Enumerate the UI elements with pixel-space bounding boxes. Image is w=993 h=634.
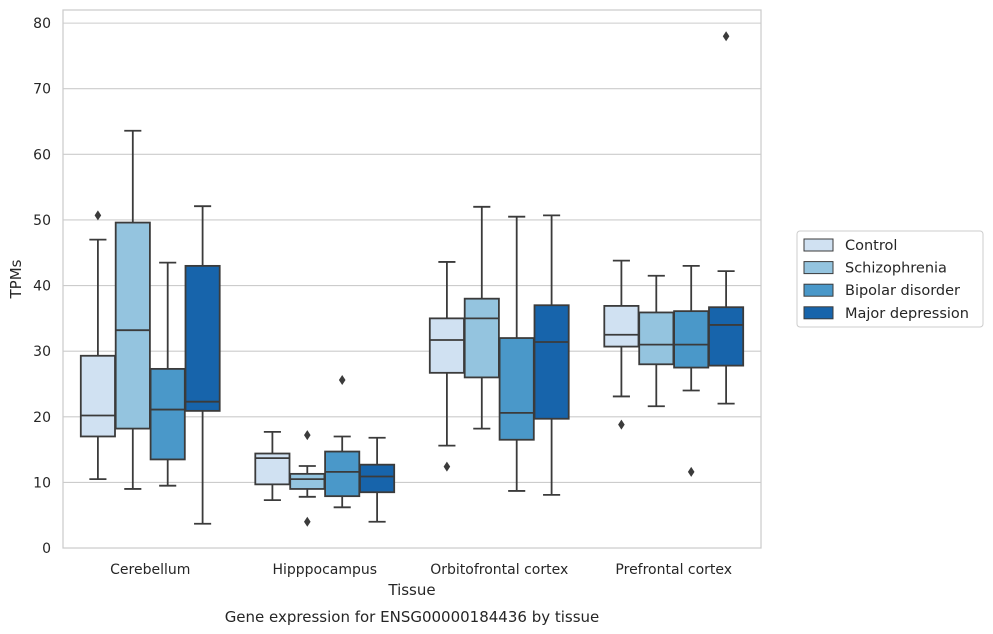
legend-swatch: [803, 261, 834, 275]
box-iqr: [428, 317, 465, 374]
box-iqr: [149, 367, 186, 461]
box-schizophrenia: [289, 430, 326, 527]
box-iqr: [79, 354, 116, 438]
legend-swatch: [803, 238, 834, 252]
box-iqr: [708, 306, 745, 367]
box-major-depression: [708, 31, 745, 405]
box-bipolar-disorder: [673, 264, 710, 477]
box-bipolar-disorder: [149, 261, 186, 487]
outlier-point: [304, 516, 311, 527]
y-tick-label: 80: [33, 16, 51, 32]
box-iqr: [603, 304, 640, 348]
box-major-depression: [533, 214, 570, 496]
box-schizophrenia: [114, 129, 151, 490]
x-tick-label: Prefrontal cortex: [615, 562, 732, 578]
y-tick-label: 10: [33, 475, 51, 491]
legend-label: Bipolar disorder: [845, 283, 960, 299]
legend: Control Schizophrenia Bipolar disorder Majo…: [796, 230, 984, 328]
box-schizophrenia: [638, 274, 675, 408]
legend-swatch: [803, 283, 834, 297]
x-tick-labels: Cerebellum Hipppocampus Orbitofrontal cort…: [110, 562, 732, 578]
box-iqr: [673, 310, 710, 369]
plot-frame: [62, 9, 762, 549]
outlier-point: [304, 430, 311, 441]
outlier-point: [618, 419, 625, 430]
y-tick-label: 60: [33, 147, 51, 163]
box-iqr: [533, 304, 570, 420]
box-control: [428, 261, 465, 472]
x-axis-title: Tissue: [387, 581, 435, 599]
outlier-point: [94, 210, 102, 221]
y-axis-title: TPMs: [7, 259, 25, 299]
box-bipolar-disorder: [498, 215, 535, 492]
box-iqr: [498, 337, 535, 441]
box-control: [254, 430, 291, 502]
box-iqr: [289, 472, 326, 490]
box-groups: [79, 31, 745, 527]
box-iqr: [359, 463, 396, 494]
box-schizophrenia: [463, 205, 500, 430]
box-iqr: [114, 221, 151, 430]
y-tick-labels: 0 10 20 30 40 50 60 70 80: [33, 16, 51, 557]
y-tick-label: 40: [33, 279, 51, 295]
box-control: [603, 259, 640, 430]
box-major-depression: [184, 205, 221, 525]
y-tick-label: 70: [33, 82, 51, 98]
outlier-point: [722, 31, 730, 42]
box-iqr: [638, 311, 675, 366]
box-iqr: [324, 450, 361, 498]
outlier-point: [687, 466, 695, 477]
y-tick-label: 50: [33, 213, 51, 229]
outlier-point: [338, 375, 346, 386]
x-tick-label: Orbitofrontal cortex: [430, 562, 568, 578]
box-iqr: [184, 264, 221, 412]
y-tick-label: 30: [33, 344, 51, 360]
legend-swatch: [803, 306, 834, 320]
box-iqr: [463, 297, 500, 379]
x-tick-label: Cerebellum: [110, 562, 190, 578]
legend-frame: [796, 230, 984, 328]
box-control: [79, 210, 116, 481]
legend-label: Control: [845, 238, 897, 254]
legend-label: Schizophrenia: [845, 261, 947, 277]
y-tick-label: 20: [33, 410, 51, 426]
y-tick-label: 0: [42, 541, 51, 557]
outlier-point: [443, 461, 451, 472]
chart-caption: Gene expression for ENSG00000184436 by t…: [225, 608, 600, 626]
x-tick-label: Hipppocampus: [272, 562, 377, 578]
box-major-depression: [359, 436, 396, 523]
legend-label: Major depression: [845, 306, 969, 322]
